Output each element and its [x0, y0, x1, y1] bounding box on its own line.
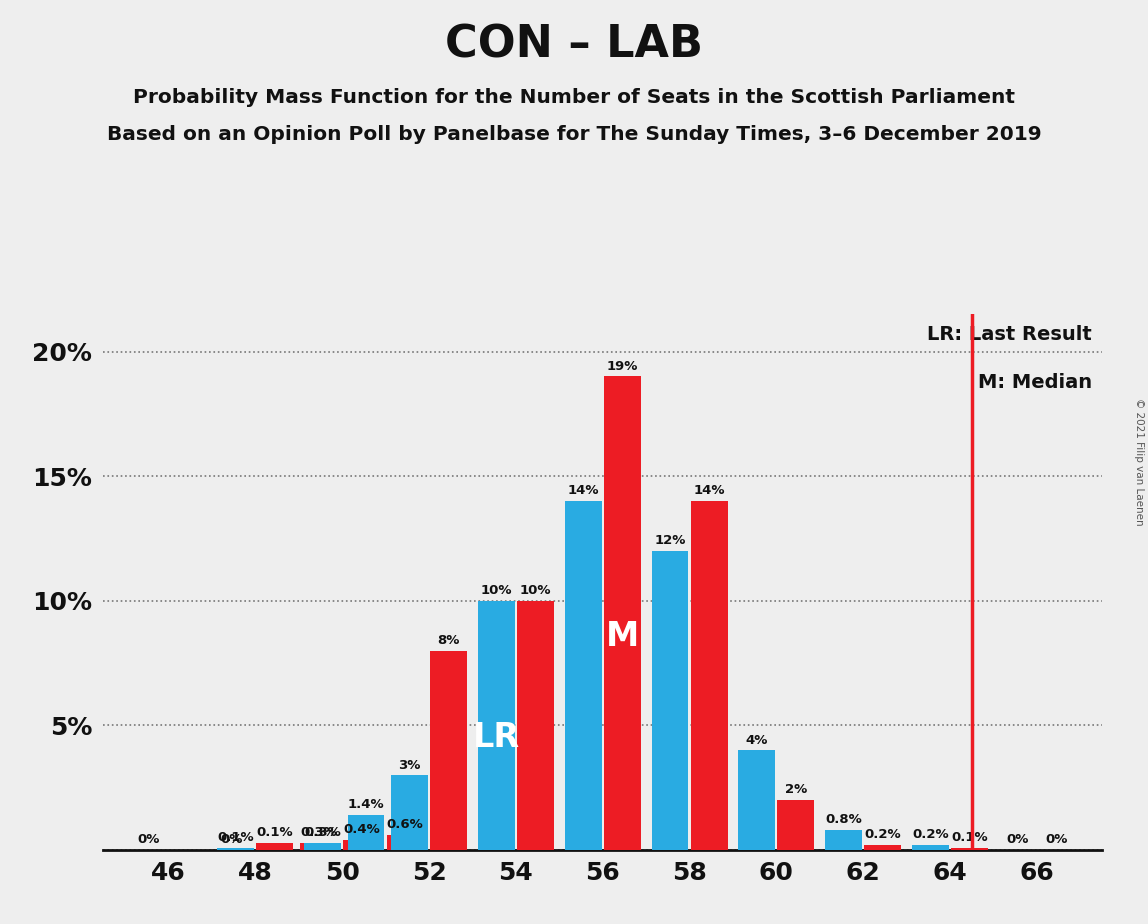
Text: 10%: 10%: [520, 584, 551, 597]
Text: Probability Mass Function for the Number of Seats in the Scottish Parliament: Probability Mass Function for the Number…: [133, 88, 1015, 107]
Text: M: Median: M: Median: [978, 373, 1092, 392]
Text: M: M: [606, 620, 639, 653]
Bar: [565, 501, 602, 850]
Text: 0%: 0%: [1046, 833, 1068, 846]
Text: Based on an Opinion Poll by Panelbase for The Sunday Times, 3–6 December 2019: Based on an Opinion Poll by Panelbase fo…: [107, 125, 1041, 144]
Bar: [217, 847, 254, 850]
Bar: [691, 501, 728, 850]
Bar: [777, 800, 814, 850]
Text: 4%: 4%: [746, 734, 768, 747]
Bar: [604, 376, 641, 850]
Bar: [300, 843, 336, 850]
Bar: [952, 847, 988, 850]
Bar: [738, 750, 775, 850]
Text: 1.4%: 1.4%: [348, 798, 385, 811]
Bar: [304, 843, 341, 850]
Text: 2%: 2%: [785, 784, 807, 796]
Text: 19%: 19%: [606, 359, 638, 372]
Bar: [864, 845, 901, 850]
Bar: [387, 835, 424, 850]
Text: 8%: 8%: [437, 634, 459, 647]
Bar: [391, 775, 428, 850]
Bar: [430, 650, 467, 850]
Text: © 2021 Filip van Laenen: © 2021 Filip van Laenen: [1134, 398, 1143, 526]
Text: LR: LR: [473, 722, 520, 754]
Text: 0.1%: 0.1%: [256, 826, 293, 839]
Text: 14%: 14%: [567, 484, 599, 497]
Text: 10%: 10%: [481, 584, 512, 597]
Text: 0.4%: 0.4%: [343, 823, 380, 836]
Text: 0.2%: 0.2%: [913, 828, 949, 842]
Bar: [478, 601, 514, 850]
Text: 0%: 0%: [1006, 833, 1029, 846]
Text: 0%: 0%: [138, 833, 160, 846]
Text: 0.2%: 0.2%: [864, 828, 901, 842]
Text: CON – LAB: CON – LAB: [445, 23, 703, 67]
Text: 3%: 3%: [398, 759, 420, 772]
Text: 12%: 12%: [654, 534, 685, 547]
Text: LR: Last Result: LR: Last Result: [928, 325, 1092, 344]
Text: 14%: 14%: [693, 484, 724, 497]
Text: 0.1%: 0.1%: [952, 831, 988, 844]
Text: 0.3%: 0.3%: [300, 826, 336, 839]
Bar: [652, 551, 689, 850]
Text: 0.8%: 0.8%: [825, 813, 862, 826]
Text: 0.6%: 0.6%: [387, 819, 424, 832]
Text: 0%: 0%: [220, 833, 242, 846]
Text: 0.1%: 0.1%: [217, 831, 254, 844]
Bar: [348, 815, 385, 850]
Bar: [256, 843, 293, 850]
Bar: [517, 601, 553, 850]
Bar: [913, 845, 949, 850]
Text: 0.3%: 0.3%: [304, 826, 341, 839]
Bar: [343, 840, 380, 850]
Bar: [825, 830, 862, 850]
